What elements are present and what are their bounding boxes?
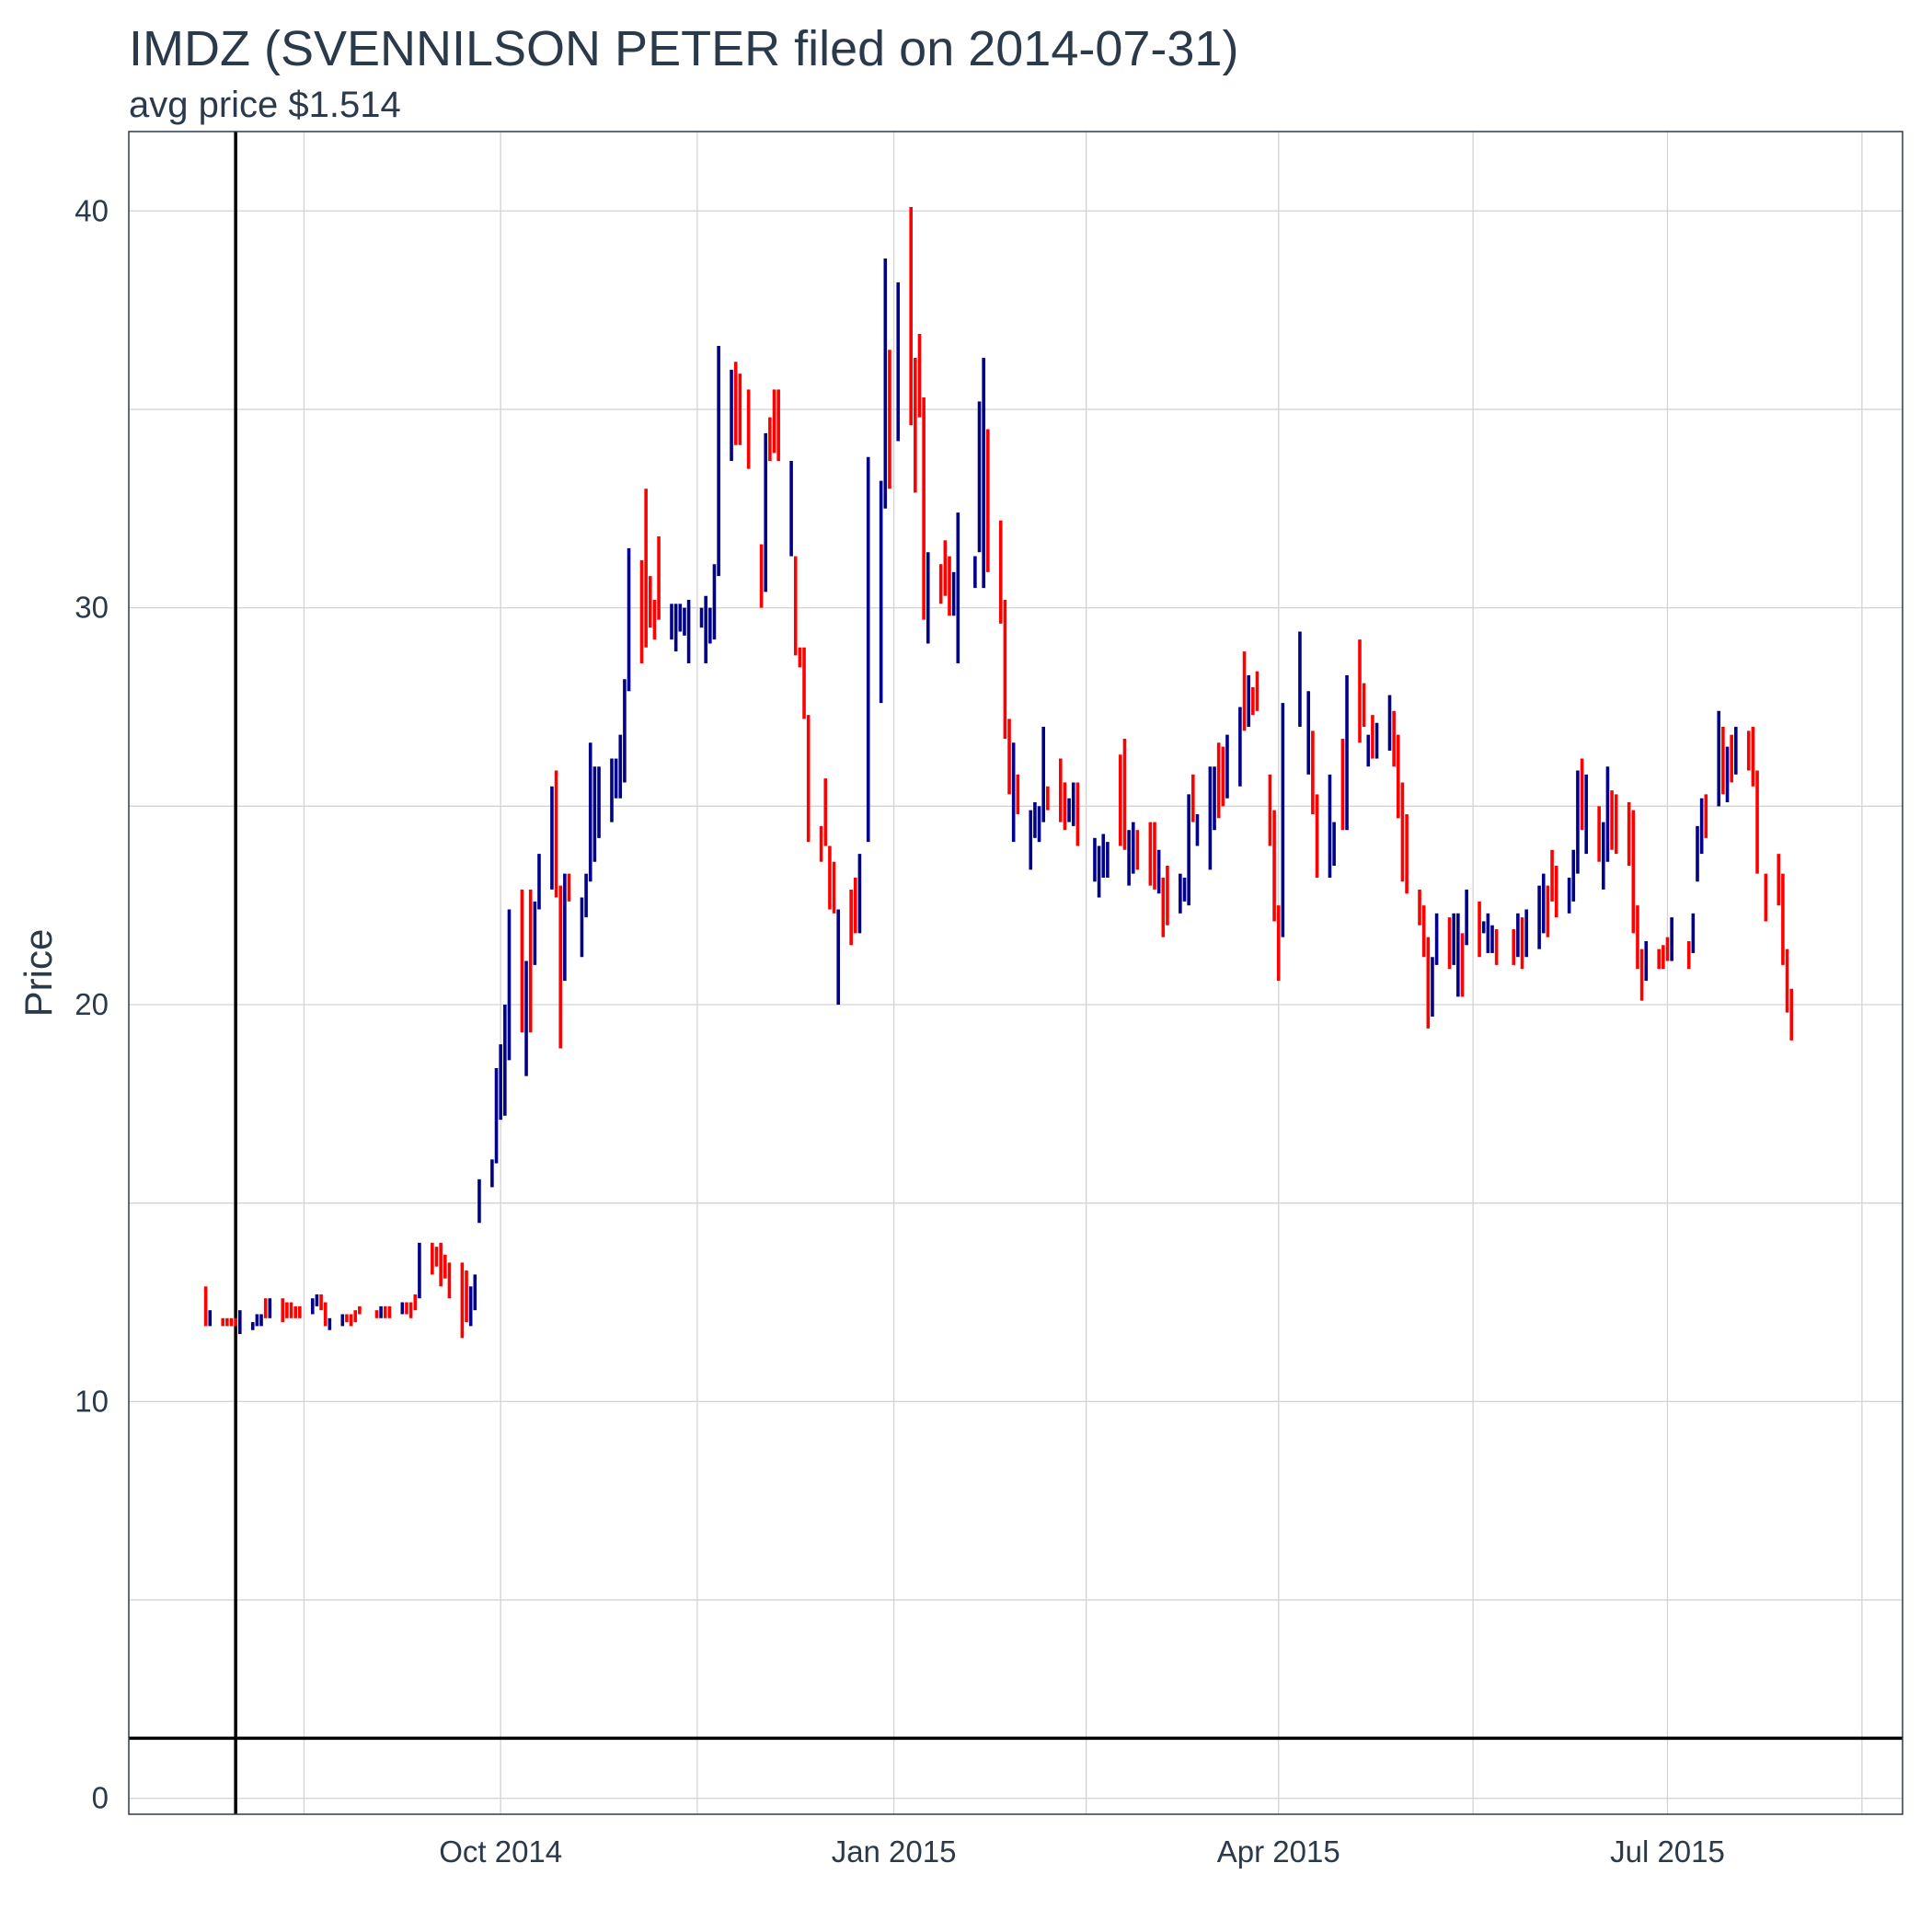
price-bars [203,206,1794,1339]
reference-lines [129,132,1903,1814]
y-axis-title: Price [17,929,60,1018]
x-tick-label: Jul 2015 [1610,1834,1725,1869]
x-tick-label: Oct 2014 [439,1834,562,1869]
y-tick-label: 20 [75,987,109,1021]
y-tick-label: 40 [75,193,109,227]
plot-border [128,131,1903,1815]
y-axis-ticks: 0 10 20 30 40 [75,193,109,1814]
x-tick-label: Jan 2015 [832,1834,957,1869]
chart-subtitle: avg price $1.514 [129,85,401,125]
y-tick-label: 0 [92,1781,109,1815]
chart-title: IMDZ (SVENNILSON PETER filed on 2014-07-… [129,21,1239,76]
x-tick-label: Apr 2015 [1217,1834,1340,1869]
y-tick-label: 10 [75,1384,109,1418]
x-axis-ticks: Oct 2014 Jan 2015 Apr 2015 Jul 2015 [439,1834,1725,1869]
grid [129,132,1903,1814]
y-tick-label: 30 [75,591,109,625]
